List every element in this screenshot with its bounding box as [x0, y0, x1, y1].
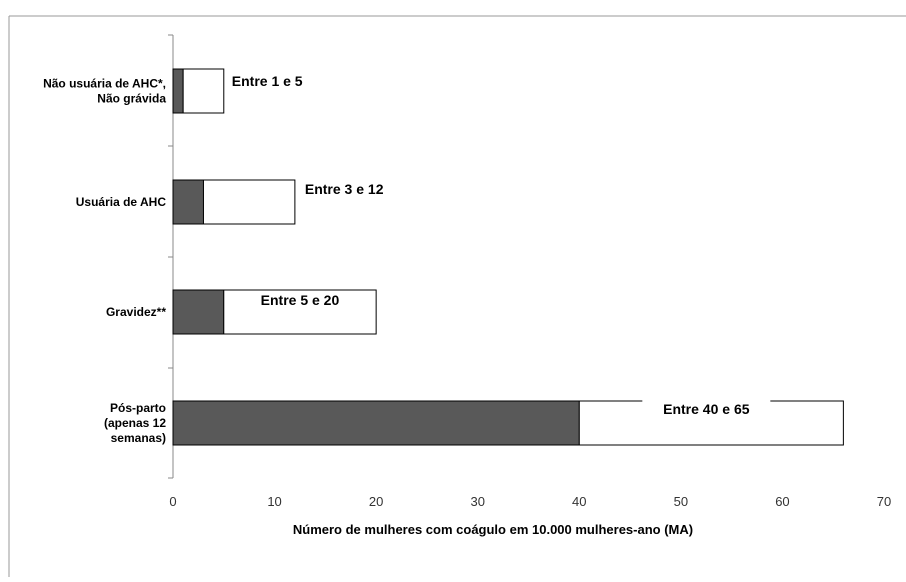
category-label: (apenas 12: [104, 416, 166, 430]
bar-segment-dark: [172, 68, 184, 114]
x-tick-label: 70: [877, 494, 891, 509]
x-tick-label: 20: [369, 494, 383, 509]
x-tick-label: 40: [572, 494, 586, 509]
plot-area: 0 10 20 30 40 50 60 70 Não usuária de AHC*,Não g…: [43, 34, 891, 509]
bar-segment-light: [182, 68, 225, 114]
x-tick-label: 10: [267, 494, 281, 509]
data-label: Entre 1 e 5: [232, 73, 303, 89]
data-label: Entre 3 e 12: [305, 181, 384, 197]
x-tick-label: 0: [169, 494, 176, 509]
x-tick-label: 60: [775, 494, 789, 509]
x-tick-label: 30: [470, 494, 484, 509]
bar-segment-light: [223, 289, 377, 335]
category-label: Usuária de AHC: [76, 195, 167, 209]
x-axis-label: Número de mulheres com coágulo em 10.000…: [293, 522, 693, 537]
bar-segment-dark: [172, 179, 204, 225]
data-label-backing: [642, 400, 771, 419]
bar-segment-dark: [172, 400, 580, 446]
category-label: semanas): [111, 431, 166, 445]
bar-segment-light: [202, 179, 296, 225]
bar-segment-dark: [172, 289, 225, 335]
category-label: Não usuária de AHC*,: [43, 77, 166, 91]
data-label: Entre 5 e 20: [261, 292, 340, 308]
category-label: Gravidez**: [106, 305, 166, 319]
data-label: Entre 40 e 65: [663, 401, 750, 417]
category-label: Pós-parto: [110, 401, 166, 415]
category-label: Não grávida: [97, 92, 166, 106]
x-tick-label: 50: [674, 494, 688, 509]
